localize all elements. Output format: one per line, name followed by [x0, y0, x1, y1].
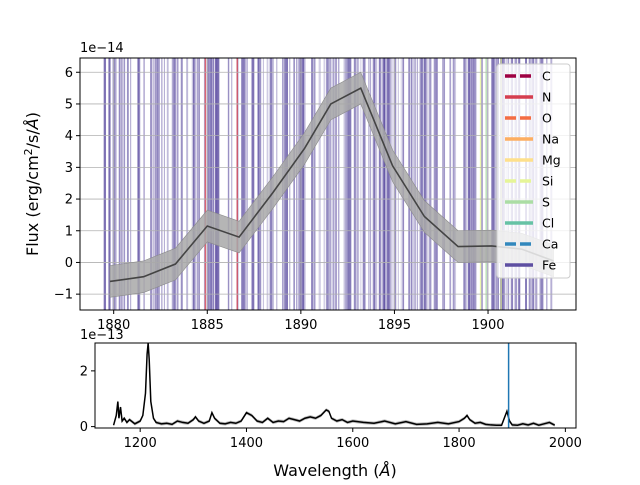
- bottom-y-ticks: 02: [80, 364, 95, 435]
- legend-item-mg: Mg: [505, 153, 561, 168]
- top-y-tick-label: 2: [65, 193, 73, 208]
- legend: CNO Na Mg Si S Cl Ca Fe: [496, 63, 571, 279]
- top-grid: [80, 58, 576, 310]
- legend-label: Fe: [542, 258, 557, 273]
- top-y-tick-label: 6: [65, 66, 73, 81]
- legend-item-s: S: [505, 195, 550, 210]
- legend-item-o: O: [505, 111, 552, 126]
- bottom-x-ticks: 1200 1400 1600 1800 2000: [124, 428, 582, 451]
- legend-label: Cl: [542, 216, 554, 231]
- legend-label: S: [542, 195, 550, 210]
- legend-item-fe: Fe: [505, 258, 557, 273]
- legend-item-ca: Ca: [505, 237, 558, 252]
- legend-label: C: [542, 69, 551, 84]
- legend-label: O: [542, 111, 552, 126]
- top-panel: 1880 1885 1890 1895 1900 −1 0 1 2 3 4 5 6 1e−14 Flu…: [22, 41, 577, 333]
- legend-item-cl: Cl: [505, 216, 554, 231]
- bottom-plot-background: [95, 343, 576, 428]
- bottom-x-tick-label: 1600: [336, 436, 369, 451]
- legend-label: Mg: [542, 153, 561, 168]
- top-y-tick-label: −1: [54, 288, 73, 303]
- bottom-series: [112, 343, 556, 428]
- legend-item-n: N: [505, 90, 551, 105]
- top-x-tick-label: 1890: [284, 318, 317, 333]
- legend-label: Ca: [542, 237, 558, 252]
- top-x-tick-label: 1895: [378, 318, 411, 333]
- top-x-ticks: 1880 1885 1890 1895 1900: [97, 310, 505, 333]
- bottom-y-tick-label: 0: [80, 420, 88, 435]
- top-y-tick-label: 5: [65, 97, 73, 112]
- y-axis-label: Flux (erg/cm2/s/Å): [22, 112, 42, 256]
- bottom-spectrum-line: [112, 343, 556, 426]
- legend-label: Si: [542, 174, 553, 189]
- legend-label: Na: [542, 132, 559, 147]
- top-y-tick-label: 4: [65, 129, 73, 144]
- bottom-x-tick-label: 2000: [549, 436, 582, 451]
- top-plot-frame: [79, 57, 577, 311]
- top-y-ticks: −1 0 1 2 3 4 5 6: [54, 66, 80, 303]
- line-markers: [103, 58, 553, 310]
- bottom-y-tick-label: 2: [80, 364, 88, 379]
- bottom-x-tick-label: 1200: [124, 436, 157, 451]
- x-axis-label: Wavelength (Å): [273, 461, 396, 480]
- bottom-panel: 1200 1400 1600 1800 2000 02 1e−13 Wavelength…: [80, 328, 582, 480]
- top-y-tick-label: 1: [65, 224, 73, 239]
- top-offset-text: 1e−14: [80, 41, 124, 56]
- top-y-tick-label: 3: [65, 161, 73, 176]
- legend-item-c: C: [505, 69, 551, 84]
- legend-item-na: Na: [505, 132, 559, 147]
- top-x-tick-label: 1900: [471, 318, 504, 333]
- bottom-x-tick-label: 1400: [230, 436, 263, 451]
- top-x-tick-label: 1885: [191, 318, 224, 333]
- legend-label: N: [542, 90, 551, 105]
- bottom-plot-frame: [94, 342, 577, 429]
- bottom-x-tick-label: 1800: [443, 436, 476, 451]
- top-y-tick-label: 0: [65, 256, 73, 271]
- bottom-offset-text: 1e−13: [80, 328, 124, 343]
- top-flux-line: [109, 86, 554, 283]
- legend-item-si: Si: [505, 174, 553, 189]
- top-x-tick-label: 1880: [97, 318, 130, 333]
